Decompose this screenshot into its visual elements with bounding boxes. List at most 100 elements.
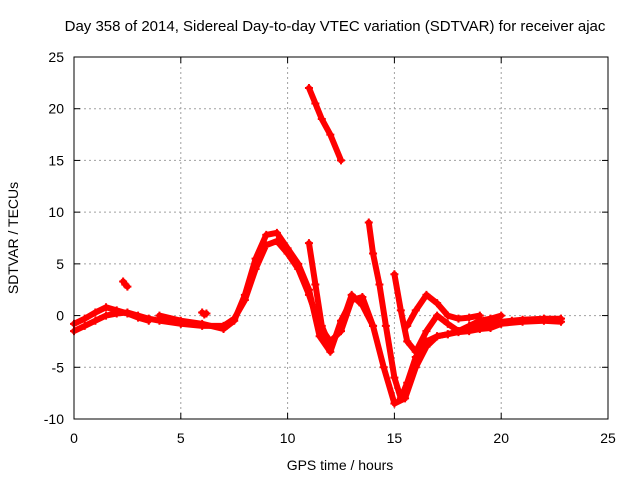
x-tick-label: 0 — [70, 430, 78, 446]
data-point — [91, 316, 100, 325]
data-point — [422, 327, 431, 336]
data-point — [337, 321, 345, 330]
y-tick-label: 10 — [48, 204, 64, 220]
data-point — [202, 309, 211, 318]
data-point — [396, 306, 405, 315]
data-point — [317, 115, 326, 124]
data-point — [497, 311, 506, 320]
data-point — [465, 321, 474, 330]
data-point — [358, 301, 367, 310]
data-point — [433, 299, 442, 308]
data-point — [326, 130, 335, 139]
y-tick-label: 5 — [56, 256, 64, 272]
data-point — [375, 280, 384, 289]
data-point — [311, 280, 320, 289]
data-point — [411, 347, 420, 356]
data-point — [315, 332, 324, 341]
data-point — [433, 332, 442, 341]
y-axis-label: SDTVAR / TECUs — [5, 182, 21, 294]
series-isolated-a — [119, 277, 132, 291]
series-sat-e — [364, 218, 566, 403]
data-point — [176, 316, 185, 325]
series-sat-h — [304, 239, 378, 351]
data-point — [454, 327, 463, 336]
data-point — [443, 311, 452, 320]
data-point — [433, 311, 442, 320]
data-point — [403, 378, 412, 387]
y-tick-label: 20 — [48, 101, 64, 117]
series-sat-d — [304, 84, 345, 165]
x-tick-label: 20 — [493, 430, 509, 446]
grid — [74, 57, 608, 419]
data-point — [80, 314, 89, 323]
series-sat-f — [390, 270, 506, 356]
data-point — [304, 285, 313, 294]
data-point — [465, 313, 474, 322]
plot-frame — [73, 56, 609, 420]
data-point — [369, 321, 378, 330]
data-point — [230, 316, 239, 325]
x-tick-label: 10 — [280, 430, 296, 446]
data-point — [155, 311, 164, 320]
y-tick-label: -10 — [44, 411, 64, 427]
data-point — [102, 311, 111, 320]
series-band — [156, 229, 355, 355]
data-point — [443, 319, 452, 328]
data-point — [198, 319, 207, 328]
data-point — [396, 394, 405, 403]
y-tick-label: 0 — [56, 308, 64, 324]
x-tick-label: 15 — [387, 430, 403, 446]
data-point — [443, 330, 452, 339]
data-point — [507, 316, 516, 325]
data-point — [123, 282, 132, 291]
data-point — [240, 290, 249, 299]
data-point — [262, 230, 271, 239]
data-point — [390, 270, 399, 279]
series-sat-b — [70, 303, 153, 328]
data-point — [381, 321, 390, 330]
series-band — [306, 85, 344, 164]
data-point — [272, 228, 281, 237]
data-point — [102, 303, 111, 312]
data-point — [358, 292, 367, 301]
data-point — [283, 244, 292, 253]
data-point — [403, 321, 412, 330]
y-tick-label: 15 — [48, 152, 64, 168]
chart-title: Day 358 of 2014, Sidereal Day-to-day VTE… — [65, 18, 606, 35]
data-point — [317, 321, 326, 330]
data-point — [326, 342, 335, 351]
x-axis-label: GPS time / hours — [287, 457, 394, 473]
data-point — [112, 306, 121, 315]
series-isolated-b — [198, 308, 211, 319]
data-point — [539, 314, 548, 323]
data-point — [475, 311, 484, 320]
series-band — [306, 240, 376, 350]
data-point — [557, 314, 566, 323]
data-point — [390, 373, 399, 382]
data-point — [379, 363, 388, 372]
data-point — [518, 315, 527, 324]
axes: 0 5 10 15 20 25 -10 -5 0 5 10 15 20 25 — [44, 49, 616, 446]
series-sat-g — [403, 290, 484, 330]
data-point — [347, 290, 356, 299]
data-point — [219, 325, 228, 334]
data-point — [422, 290, 431, 299]
data-point — [134, 313, 143, 322]
data-point — [486, 314, 495, 323]
data-point — [390, 399, 399, 408]
data-point — [337, 156, 345, 165]
data-point — [411, 306, 420, 315]
data-point — [369, 249, 378, 258]
x-tick-label: 5 — [177, 430, 185, 446]
plot-area — [70, 84, 566, 408]
y-tick-label: 25 — [48, 49, 64, 65]
data-point — [91, 308, 100, 317]
data-point — [251, 254, 260, 263]
data-point — [364, 218, 373, 227]
data-point — [123, 309, 132, 318]
data-point — [80, 321, 89, 330]
data-point — [304, 239, 313, 248]
data-point — [403, 337, 412, 346]
data-point — [144, 316, 153, 325]
